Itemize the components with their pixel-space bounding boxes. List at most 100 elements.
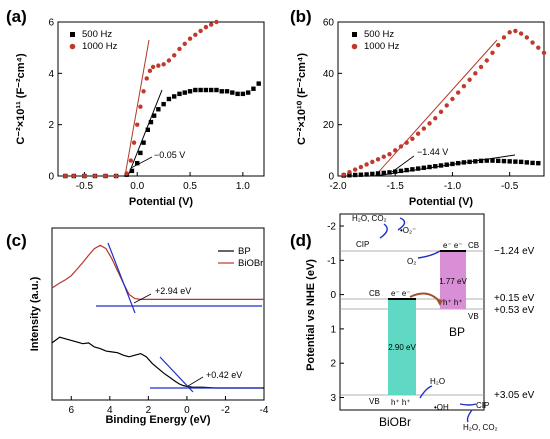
- oh-to-cip-arrow: [459, 403, 477, 406]
- b-point-500hz: [393, 169, 398, 174]
- panel-a-tangent-500hz: [127, 89, 163, 177]
- panel-c-annotation-1: +2.94 eV: [155, 286, 191, 296]
- panel-d-plot-frame: [339, 213, 485, 411]
- panel-d-ticks: -2 -1 0 1 2 3: [327, 222, 344, 404]
- b-point-1000hz: [364, 162, 369, 167]
- b-point-500hz: [358, 172, 364, 177]
- cip-top-label: CIP: [356, 240, 369, 249]
- panel-b-tangent-1000hz: [374, 39, 498, 177]
- b-point-500hz: [421, 165, 427, 170]
- c-xtick-label: 2: [146, 405, 152, 416]
- b-point-1000hz: [352, 167, 358, 172]
- b-point-1000hz: [507, 30, 512, 35]
- b-point-1000hz: [524, 35, 530, 40]
- b-point-1000hz: [496, 42, 501, 48]
- b-point-1000hz: [541, 50, 547, 55]
- a-point-500hz: [141, 140, 146, 145]
- b-point-500hz: [370, 171, 375, 177]
- a-point-1000hz: [63, 173, 68, 179]
- d-ytick-label: 0: [330, 290, 336, 301]
- a-point-500hz: [182, 90, 187, 95]
- a-point-1000hz: [187, 36, 193, 41]
- a-point-1000hz: [113, 173, 119, 179]
- bottom-products-label: H₂O, CO₂: [463, 423, 498, 432]
- b-point-500hz: [415, 166, 421, 171]
- a-point-1000hz: [203, 24, 209, 30]
- b-point-500hz: [536, 160, 541, 166]
- b-point-1000hz: [473, 71, 478, 76]
- b-point-1000hz: [478, 64, 484, 70]
- panel-c-annotation-2: +0.42 eV: [206, 370, 242, 380]
- a-point-500hz: [198, 87, 203, 93]
- panel-b-xlabel: Potential (V): [409, 196, 474, 208]
- b-point-500hz: [375, 171, 381, 176]
- a-point-1000hz: [144, 76, 149, 81]
- panel-a-ylabel: C⁻²×10¹¹ (F⁻²cm⁴): [15, 53, 27, 145]
- c-series-BP: [51, 336, 264, 389]
- panel-b-ylabel: C⁻²×10¹⁰ (F⁻²cm⁴): [296, 53, 308, 145]
- a-point-1000hz: [71, 173, 77, 179]
- a-point-500hz: [161, 101, 166, 107]
- a-point-1000hz: [193, 32, 198, 38]
- biobr-cb-value: +0.15 eV: [494, 293, 535, 304]
- panel-c-plot-frame: [51, 227, 265, 401]
- panel-c-ticks: 6 4 2 0 -2 -4: [68, 396, 269, 416]
- panel-a-xlabel: Potential (V): [129, 196, 194, 208]
- a-point-1000hz: [177, 46, 182, 52]
- c-xtick-label: 0: [184, 405, 190, 416]
- top-products-label: H₂O, CO₂: [352, 214, 387, 223]
- panel-a-label: (a): [6, 7, 27, 26]
- panel-b-annotation: −1.44 V: [417, 147, 448, 157]
- a-xtick-label: 1.0: [236, 181, 250, 192]
- panel-b-legend-marker-500: [352, 32, 357, 37]
- a-point-1000hz: [82, 173, 87, 179]
- panel-b-label: (b): [290, 7, 312, 26]
- biobr-vb-value: +3.05 eV: [494, 390, 535, 401]
- a-xtick-label: 0.0: [130, 181, 144, 192]
- panel-b-plot-frame: [337, 21, 545, 177]
- a-point-1000hz: [161, 62, 166, 67]
- panel-b-legend: 500 Hz 1000 Hz: [351, 29, 400, 52]
- panel-c-tangent-biobr: [107, 242, 136, 314]
- a-point-1000hz: [147, 68, 153, 73]
- d-ytick-label: 1: [330, 324, 336, 335]
- b-point-500hz: [501, 158, 507, 164]
- b-point-500hz: [478, 158, 484, 164]
- panel-c-tangent-bp: [159, 356, 194, 393]
- a-point-500hz: [172, 94, 177, 99]
- b-point-500hz: [398, 168, 404, 174]
- b-point-1000hz: [341, 172, 346, 177]
- b-point-1000hz: [536, 45, 541, 50]
- b-point-1000hz: [393, 148, 398, 153]
- a-point-500hz: [245, 90, 251, 95]
- b-xtick-label: -1.0: [444, 181, 462, 192]
- panel-b-annotation-arrow: [391, 155, 415, 173]
- a-point-500hz: [235, 91, 240, 97]
- bp-holes: h⁺ h⁺: [443, 298, 463, 307]
- b-point-1000hz: [455, 90, 461, 95]
- b-point-1000hz: [358, 164, 364, 170]
- b-point-500hz: [381, 170, 386, 176]
- o2-reduction-arrow: [417, 250, 441, 259]
- b-point-500hz: [490, 158, 495, 163]
- c-xtick-label: -4: [260, 405, 269, 416]
- panel-a-plot-frame: [57, 21, 265, 177]
- b-point-500hz: [467, 159, 472, 165]
- biobr-vb-label: VB: [369, 397, 380, 406]
- a-point-500hz: [129, 168, 135, 174]
- b-point-500hz: [455, 160, 461, 166]
- panel-c-xlabel: Binding Energy (eV): [105, 414, 210, 426]
- panel-a-annotation-arrow: [130, 156, 153, 169]
- c-xtick-label: -2: [221, 405, 230, 416]
- a-point-1000hz: [172, 53, 177, 58]
- b-ytick-label: 40: [323, 69, 335, 80]
- b-point-1000hz: [467, 77, 472, 82]
- bp-electrons: e⁻ e⁻: [443, 241, 463, 250]
- b-point-1000hz: [438, 109, 444, 115]
- a-ytick-label: 2: [48, 120, 54, 131]
- panel-a-tangent-1000hz: [124, 39, 150, 177]
- a-point-1000hz: [214, 19, 219, 25]
- b-point-500hz: [507, 159, 512, 164]
- b-point-1000hz: [530, 40, 535, 45]
